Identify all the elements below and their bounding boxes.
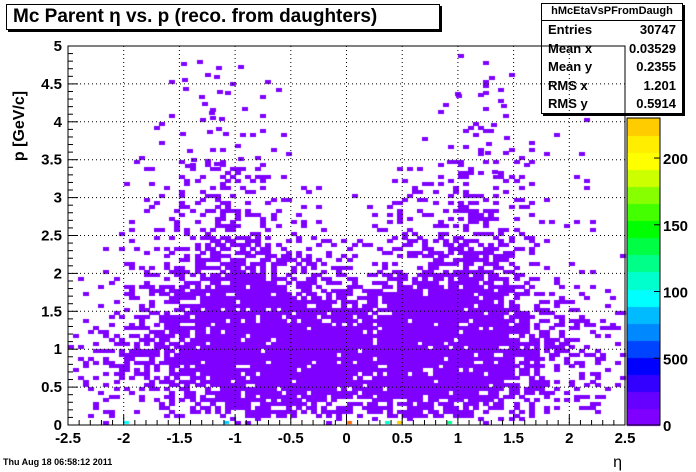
y-axis-label: p [GeV/c]	[11, 91, 28, 161]
x-tick-label: 2.5	[615, 430, 636, 447]
stats-label: RMS y	[548, 96, 588, 111]
stats-row-mean-x: Mean x 0.03529	[542, 40, 682, 59]
stats-value: 0.5914	[636, 96, 676, 111]
y-tick-label: 2	[54, 265, 62, 282]
colorbar-frame	[626, 117, 661, 426]
x-tick-label: 1.5	[503, 430, 524, 447]
x-axis-label: η	[613, 454, 622, 471]
colorbar-tick-label: 200	[663, 151, 688, 168]
y-tick-label: 0.5	[41, 379, 62, 396]
y-tick-label: 2.5	[41, 228, 62, 245]
stats-value: 0.2355	[636, 59, 676, 74]
y-tick-label: 4.5	[41, 76, 62, 93]
colorbar-tick-label: 100	[663, 285, 688, 302]
colorbar-tick-label: 150	[663, 218, 688, 235]
y-tick-label: 1.5	[41, 303, 62, 320]
y-tick-label: 0	[54, 417, 62, 434]
y-tick-label: 4	[54, 114, 63, 131]
x-tick-label: -1.5	[166, 430, 192, 447]
chart-title: Mc Parent η vs. p (reco. from daughters)	[6, 4, 440, 30]
x-tick-label: -2.5	[55, 430, 81, 447]
timestamp: Thu Aug 18 06:58:12 2011	[3, 457, 113, 467]
stats-row-rms-x: RMS x 1.201	[542, 77, 682, 96]
x-tick-label: -1	[228, 430, 241, 447]
x-tick-label: 2	[565, 430, 573, 447]
colorbar-tick-label: 0	[663, 418, 671, 435]
stats-label: Mean y	[548, 59, 593, 74]
stats-label: Mean x	[548, 40, 593, 56]
stats-row-rms-y: RMS y 0.5914	[542, 95, 682, 114]
stats-value: 30747	[639, 22, 676, 37]
x-tick-label: 0.5	[392, 430, 413, 447]
x-tick-label: -2	[117, 430, 130, 447]
stats-row-mean-y: Mean y 0.2355	[542, 58, 682, 77]
y-tick-label: 3	[54, 190, 62, 207]
stats-row-entries: Entries 30747	[542, 21, 682, 40]
stats-box: hMcEtaVsPFromDaugh Entries 30747 Mean x …	[541, 3, 683, 114]
y-tick-label: 5	[54, 38, 62, 55]
x-tick-label: 0	[342, 430, 350, 447]
y-tick-label: 3.5	[41, 152, 62, 169]
stats-label: RMS x	[548, 77, 588, 93]
stats-value: 0.03529	[629, 40, 676, 56]
x-tick-label: 1	[454, 430, 462, 447]
colorbar-tick-label: 500	[663, 351, 688, 368]
stats-value: 1.201	[643, 77, 676, 93]
stats-histogram-name: hMcEtaVsPFromDaugh	[542, 4, 682, 21]
x-tick-label: -0.5	[278, 430, 304, 447]
stats-label: Entries	[548, 22, 593, 37]
y-tick-label: 1	[54, 341, 62, 358]
